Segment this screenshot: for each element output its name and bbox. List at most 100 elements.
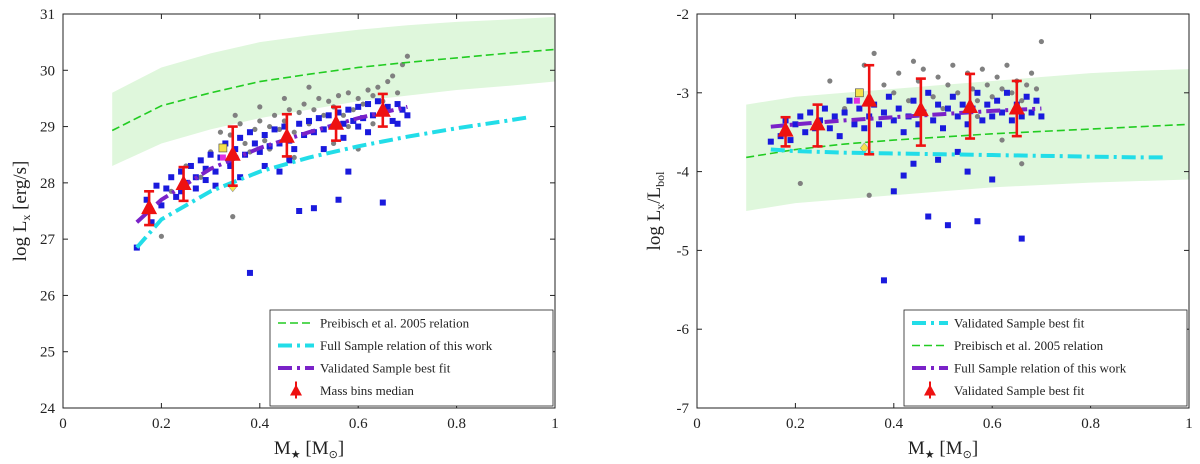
legend-swatch-bin-marker xyxy=(924,384,936,396)
gray-point xyxy=(935,74,941,80)
gray-point xyxy=(910,58,917,64)
gray-point xyxy=(360,101,366,107)
full-sample-relation-line xyxy=(770,147,1165,160)
gray-point xyxy=(252,126,258,132)
gray-point xyxy=(896,70,902,76)
blue-point xyxy=(900,172,907,179)
blue-point xyxy=(767,138,774,145)
gray-point xyxy=(979,66,985,72)
legend-item: Full Sample relation of this work xyxy=(278,338,493,353)
yellow-point xyxy=(855,88,864,98)
blue-point xyxy=(222,140,229,147)
blue-point xyxy=(365,101,372,108)
blue-point xyxy=(404,112,411,119)
gray-point xyxy=(950,62,956,68)
blue-point xyxy=(935,101,942,108)
gray-point xyxy=(198,174,204,180)
gray-point xyxy=(306,84,312,90)
blue-point xyxy=(831,113,838,120)
blue-point xyxy=(935,156,942,163)
legend-item: Full Sample relation of this work xyxy=(912,361,1127,376)
x-tick-label: 1 xyxy=(1185,416,1193,432)
y-tick-label: -4 xyxy=(677,165,690,181)
legend-item: Preibisch et al. 2005 relation xyxy=(912,338,1104,353)
blue-point xyxy=(335,109,342,116)
blue-point xyxy=(246,129,253,136)
blue-point xyxy=(178,168,185,175)
blue-point xyxy=(821,105,828,112)
y-tick-label: 31 xyxy=(40,7,55,23)
legend: Validated Sample best fit Preibisch et al… xyxy=(903,309,1188,407)
blue-point xyxy=(374,98,381,105)
gray-point xyxy=(321,112,327,118)
x-tick-label: 0 xyxy=(59,416,67,432)
y-tick-label: 26 xyxy=(40,288,56,304)
blue-point xyxy=(807,109,814,116)
validated-fit-line xyxy=(770,106,1042,129)
blue-point xyxy=(350,117,357,124)
blue-point xyxy=(959,101,966,108)
x-tick-label: 0.8 xyxy=(447,416,466,432)
left-panel-lx-vs-mass: 0 0.2 0.4 0.6 0.8 1 24 25 26 27 28 29 30 31 M★ [M⊙] log… xyxy=(10,7,559,461)
gray-point xyxy=(1038,38,1044,45)
gray-point xyxy=(891,90,897,96)
gray-point xyxy=(375,84,381,90)
x-tick-label: 0.8 xyxy=(1081,416,1100,432)
gray-point xyxy=(940,105,946,112)
y-tick-label: -7 xyxy=(677,401,690,417)
blue-point xyxy=(836,133,843,140)
blue-point xyxy=(900,129,907,136)
blue-point xyxy=(256,148,263,155)
legend-label: Mass bins median xyxy=(320,383,414,398)
gray-point xyxy=(350,107,356,113)
blue-point xyxy=(979,117,986,124)
y-tick-label: 24 xyxy=(40,401,56,417)
blue-point xyxy=(1038,113,1045,120)
blue-point xyxy=(826,125,833,132)
legend-label: Validated Sample best fit xyxy=(320,361,451,376)
gray-point xyxy=(370,121,376,127)
legend-box xyxy=(903,309,1188,407)
gray-point xyxy=(1019,161,1025,167)
gray-point xyxy=(370,93,376,99)
bin-median-marker xyxy=(962,97,979,113)
gray-point xyxy=(331,140,337,147)
legend-label: Preibisch et al. 2005 relation xyxy=(954,338,1104,353)
gray-point xyxy=(1019,98,1025,104)
gray-point xyxy=(999,86,1005,92)
magenta-point xyxy=(219,154,226,161)
blue-point xyxy=(925,213,932,220)
blue-point xyxy=(163,185,170,192)
axes-frame xyxy=(62,13,556,409)
blue-point xyxy=(192,185,199,192)
bin-median-marker xyxy=(861,91,878,107)
blue-point xyxy=(143,196,150,203)
blue-point xyxy=(940,125,946,132)
gray-point xyxy=(257,118,263,124)
legend-item: Validated Sample best fit xyxy=(924,381,1085,399)
gray-point xyxy=(989,94,995,100)
gray-point xyxy=(340,112,347,118)
gray-point xyxy=(271,112,278,118)
gray-point xyxy=(866,192,872,198)
gray-point xyxy=(286,107,292,113)
blue-point xyxy=(261,162,268,169)
gray-point xyxy=(291,154,297,161)
x-tick-label: 0 xyxy=(693,416,701,432)
blue-point xyxy=(861,125,868,132)
x-tick-label: 0.2 xyxy=(152,416,171,432)
blue-point xyxy=(187,162,194,169)
blue-point xyxy=(984,101,991,108)
x-tick-label: 0.2 xyxy=(786,416,805,432)
blue-point xyxy=(202,165,209,172)
blue-point xyxy=(340,134,347,141)
blue-point xyxy=(379,199,386,206)
blue-point xyxy=(296,208,303,214)
y-tick-label: 29 xyxy=(40,120,55,136)
gray-point xyxy=(385,78,391,85)
blue-point xyxy=(792,121,799,128)
blue-point xyxy=(202,177,209,184)
blue-point xyxy=(802,129,809,136)
y-axis-label: log Lx/Lbol xyxy=(644,171,667,251)
blue-point xyxy=(1003,89,1010,96)
